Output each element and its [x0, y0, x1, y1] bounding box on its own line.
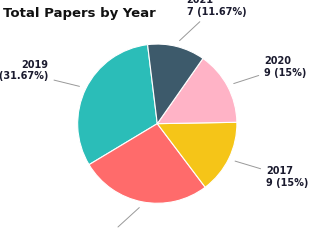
- Text: 2021
7 (11.67%): 2021 7 (11.67%): [179, 0, 246, 41]
- Wedge shape: [89, 124, 205, 203]
- Text: Total Papers by Year: Total Papers by Year: [3, 7, 156, 20]
- Text: 2019
19 (31.67%): 2019 19 (31.67%): [0, 60, 80, 86]
- Text: 2017
9 (15%): 2017 9 (15%): [235, 161, 308, 188]
- Wedge shape: [157, 122, 237, 187]
- Text: 2020
9 (15%): 2020 9 (15%): [234, 56, 307, 84]
- Text: 2018
16 (26.67%): 2018 16 (26.67%): [68, 207, 139, 229]
- Wedge shape: [148, 44, 203, 124]
- Wedge shape: [78, 45, 157, 165]
- Wedge shape: [157, 58, 237, 124]
